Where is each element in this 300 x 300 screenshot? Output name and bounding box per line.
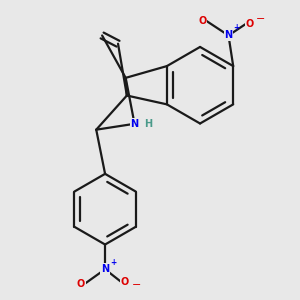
Text: +: +: [110, 258, 116, 267]
Text: N: N: [224, 31, 232, 40]
Text: +: +: [234, 23, 240, 32]
Text: O: O: [246, 19, 254, 29]
Text: H: H: [145, 119, 153, 129]
Text: N: N: [130, 119, 139, 129]
Text: O: O: [121, 277, 129, 287]
Text: N: N: [101, 264, 109, 274]
Text: O: O: [77, 279, 85, 289]
Text: O: O: [199, 16, 207, 26]
Text: −: −: [256, 14, 266, 24]
Text: −: −: [132, 280, 141, 290]
